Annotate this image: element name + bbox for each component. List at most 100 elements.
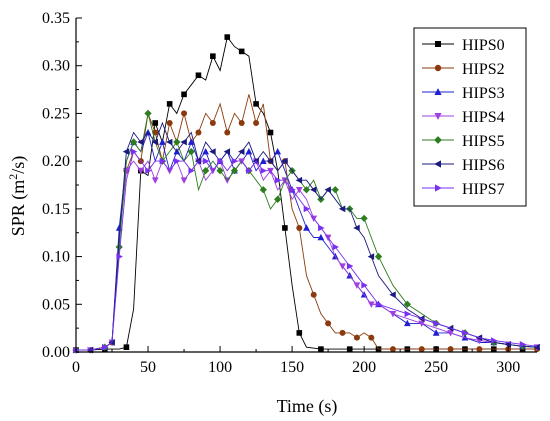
- data-point: [259, 186, 267, 194]
- legend-item-hips5: HIPS5: [422, 133, 505, 150]
- data-point: [159, 138, 166, 145]
- data-point: [389, 291, 396, 299]
- data-point: [145, 167, 152, 175]
- x-tick-label: 100: [208, 359, 232, 376]
- legend-item-hips4: HIPS4: [422, 109, 505, 126]
- data-point: [274, 176, 282, 184]
- data-point: [418, 346, 425, 353]
- data-point: [403, 319, 411, 327]
- series-line-hips3: [76, 130, 538, 351]
- data-point: [331, 186, 339, 194]
- data-point: [238, 119, 245, 126]
- data-point: [166, 101, 173, 107]
- data-point: [224, 34, 231, 40]
- data-point: [123, 344, 130, 351]
- data-point: [195, 72, 202, 79]
- data-point: [166, 119, 173, 126]
- x-tick-label: 150: [280, 359, 304, 376]
- series-line-hips5: [76, 113, 538, 351]
- data-point: [418, 320, 426, 328]
- data-point: [152, 120, 159, 126]
- axes-layer: 0 50 100 150 200 250 300 0.00 0.05 0.10 0.15 0.20 0.…: [42, 10, 537, 376]
- data-point: [181, 110, 188, 117]
- data-point: [367, 301, 375, 308]
- series-layer: [72, 34, 541, 354]
- data-point: [281, 157, 288, 165]
- data-point: [332, 243, 339, 251]
- data-point: [267, 129, 274, 136]
- legend-swatch-marker: [435, 41, 441, 47]
- data-point: [462, 329, 469, 337]
- data-point: [144, 109, 152, 118]
- data-point: [361, 281, 368, 289]
- legend-swatch-marker: [434, 160, 441, 168]
- data-point: [296, 330, 303, 336]
- legend-label: HIPS3: [462, 85, 505, 102]
- data-point: [151, 177, 159, 184]
- data-point: [173, 138, 181, 146]
- data-point: [338, 205, 346, 213]
- data-point: [302, 186, 311, 194]
- x-tick-label: 200: [352, 359, 376, 376]
- y-tick-label: 0.30: [42, 58, 70, 75]
- data-point: [447, 330, 454, 337]
- data-point: [216, 167, 224, 175]
- legend-label: HIPS7: [462, 181, 505, 198]
- data-point: [102, 343, 109, 351]
- data-point: [325, 320, 332, 327]
- y-tick-label: 0.05: [42, 296, 70, 313]
- data-point: [202, 157, 210, 165]
- data-point: [433, 320, 440, 327]
- data-point: [253, 119, 260, 126]
- data-point: [188, 167, 195, 175]
- legend-swatch-marker: [434, 88, 442, 95]
- data-point: [353, 282, 361, 289]
- y-axis-title: SPR (m2/s): [6, 156, 29, 237]
- data-point: [246, 167, 253, 175]
- data-point: [115, 243, 123, 251]
- data-point: [274, 147, 282, 155]
- data-point: [260, 167, 267, 175]
- data-point: [289, 186, 296, 194]
- data-point: [202, 147, 210, 155]
- data-point: [295, 186, 303, 194]
- data-point: [303, 205, 311, 213]
- data-point: [180, 177, 188, 184]
- y-tick-label: 0.20: [42, 153, 70, 170]
- data-point: [533, 343, 540, 351]
- y-tick-label: 0.10: [42, 249, 70, 266]
- data-point: [166, 138, 173, 146]
- legend-item-hips0: HIPS0: [422, 37, 505, 54]
- y-tick-label: 0.25: [42, 105, 70, 122]
- data-point: [180, 138, 187, 146]
- data-point: [346, 346, 353, 352]
- data-point: [259, 157, 267, 164]
- data-point: [318, 224, 325, 232]
- data-point: [223, 148, 231, 155]
- y-axis-title-tail: /s): [8, 156, 29, 174]
- x-tick-label: 0: [72, 359, 80, 376]
- data-point: [217, 157, 224, 165]
- data-point: [130, 148, 138, 155]
- data-point: [490, 337, 498, 344]
- legend-item-hips3: HIPS3: [422, 85, 505, 102]
- data-point: [368, 334, 375, 341]
- legend-label: HIPS6: [462, 157, 505, 174]
- data-point: [375, 300, 383, 308]
- x-tick-label: 50: [140, 359, 156, 376]
- data-point: [122, 148, 130, 155]
- y-tick-label: 0.15: [42, 201, 70, 218]
- data-point: [151, 138, 159, 146]
- data-point: [195, 129, 202, 136]
- legend-box: [413, 27, 527, 207]
- data-point: [476, 346, 483, 353]
- data-point: [295, 176, 303, 184]
- data-point: [403, 300, 411, 308]
- legend-label: HIPS2: [462, 61, 505, 78]
- series-hips7: [73, 148, 538, 354]
- data-point: [360, 214, 368, 223]
- data-point: [209, 119, 216, 126]
- series-line-hips6: [76, 121, 538, 351]
- data-point: [317, 233, 325, 241]
